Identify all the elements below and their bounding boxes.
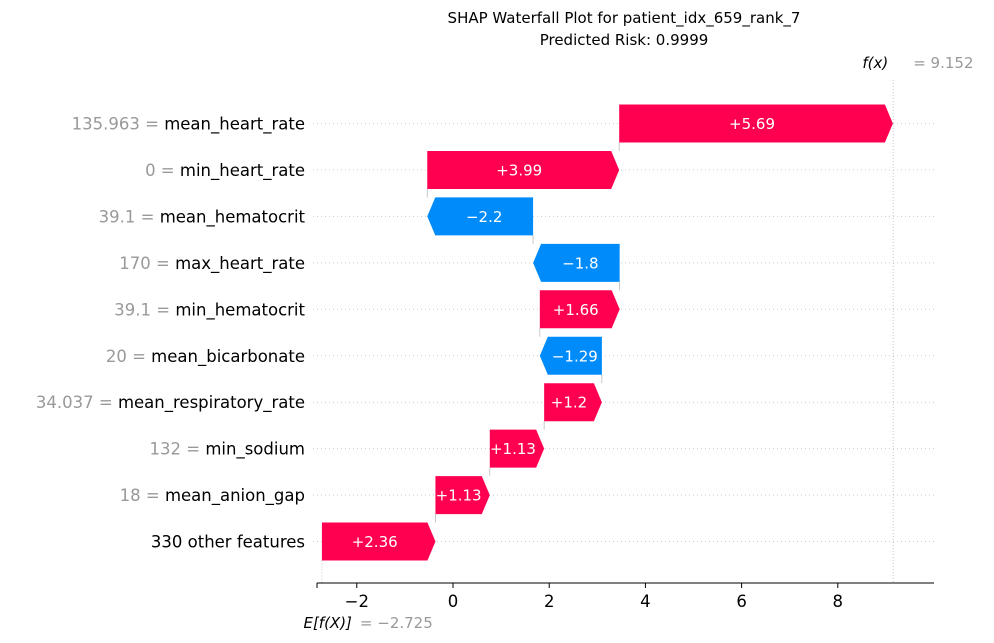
positive-bar: [539, 290, 620, 329]
x-tick-label: 2: [544, 592, 555, 611]
feature-name: min_hematocrit: [175, 300, 305, 320]
bar-value-label: +1.13: [436, 487, 482, 505]
feature-label: 39.1 = mean_hematocrit: [99, 207, 306, 227]
feature-label: 0 = min_heart_rate: [145, 161, 305, 181]
bar-value-label: +1.66: [553, 301, 599, 319]
feature-label: 330 other features: [151, 533, 305, 552]
feature-labels: 135.963 = mean_heart_rate 0 = min_heart_r…: [36, 115, 306, 552]
feature-label: 132 = min_sodium: [150, 440, 305, 460]
feature-value: 39.1 =: [99, 207, 160, 226]
feature-name: mean_respiratory_rate: [118, 393, 305, 413]
positive-bar: [619, 104, 893, 143]
chart-title: SHAP Waterfall Plot for patient_idx_659_…: [448, 9, 801, 28]
feature-name: mean_hematocrit: [160, 207, 306, 227]
feature-value: 39.1 =: [114, 300, 175, 319]
feature-name: max_heart_rate: [175, 254, 305, 274]
base-value-label: E[f(X)]: [303, 614, 352, 632]
feature-name: mean_bicarbonate: [151, 347, 305, 367]
bar-value-label: +3.99: [496, 161, 542, 179]
row-gridlines: [313, 123, 934, 543]
positive-bar: [321, 522, 436, 561]
bars: +5.69 +3.99 −2.2 −1.8 +1.66 −1.29 +1.2 +1.13 +1.…: [321, 104, 893, 561]
bar-value-label: −1.29: [552, 347, 598, 365]
base-value-text: = −2.725: [360, 614, 433, 632]
final-value-label: f(x): [862, 54, 888, 72]
bar-value-label: +2.36: [352, 533, 398, 551]
positive-bar: [435, 476, 490, 515]
feature-name: min_heart_rate: [180, 161, 305, 181]
negative-bar: [533, 243, 620, 282]
positive-bar: [544, 383, 602, 422]
x-tick-label: 0: [448, 592, 459, 611]
feature-label: 39.1 = min_hematocrit: [114, 300, 305, 320]
negative-bar: [539, 336, 602, 375]
feature-label: 135.963 = mean_heart_rate: [72, 115, 305, 135]
x-tick-label: 4: [640, 592, 651, 611]
feature-label: 18 = mean_anion_gap: [120, 486, 305, 506]
x-tick-label: −2: [345, 592, 369, 611]
feature-value: 20 =: [106, 347, 151, 366]
feature-value: 170 =: [119, 254, 175, 273]
feature-value: 18 =: [120, 486, 165, 505]
bar-value-label: +1.13: [490, 440, 536, 458]
value-annotations: f(x) = 9.152 E[f(X)] = −2.725: [303, 54, 973, 632]
bar-value-label: +5.69: [729, 115, 775, 133]
feature-value: 0 =: [145, 161, 180, 180]
feature-value: 34.037 =: [36, 393, 118, 412]
feature-label: 20 = mean_bicarbonate: [106, 347, 305, 367]
positive-bar: [427, 150, 620, 189]
connector-lines: [321, 80, 894, 583]
positive-bar: [489, 429, 545, 468]
feature-name: min_sodium: [205, 440, 305, 460]
feature-name: 330 other features: [151, 533, 305, 552]
feature-name: mean_heart_rate: [164, 115, 305, 135]
bar-value-label: −2.2: [466, 208, 502, 226]
feature-label: 34.037 = mean_respiratory_rate: [36, 393, 305, 413]
bar-value-label: −1.8: [562, 254, 598, 272]
x-tick-label: 8: [833, 592, 844, 611]
feature-name: mean_anion_gap: [165, 486, 305, 506]
chart-subtitle: Predicted Risk: 0.9999: [540, 31, 709, 49]
bar-value-label: +1.2: [551, 394, 587, 412]
final-value-text: = 9.152: [913, 54, 973, 72]
feature-label: 170 = max_heart_rate: [119, 254, 305, 274]
x-tick-label: 6: [736, 592, 747, 611]
feature-value: 135.963 =: [72, 115, 165, 134]
negative-bar: [427, 197, 534, 236]
x-axis: −2 0 2 4 6 8: [316, 582, 934, 611]
feature-value: 132 =: [150, 440, 206, 459]
